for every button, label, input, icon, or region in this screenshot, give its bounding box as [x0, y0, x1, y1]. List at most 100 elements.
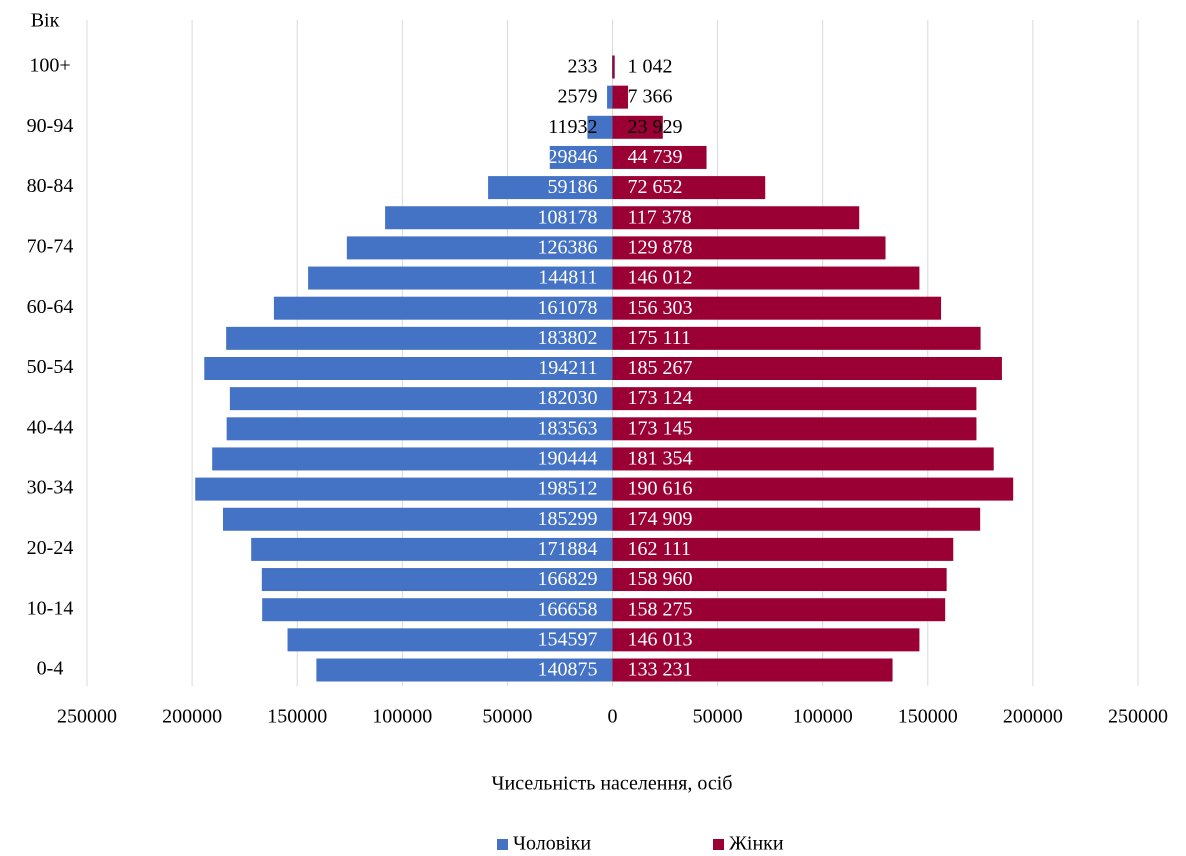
data-label: 233 [568, 56, 598, 78]
bar [212, 447, 613, 471]
y-tick-label: 0-4 [37, 658, 64, 680]
bar [612, 357, 1002, 380]
bar [612, 628, 920, 652]
data-label: 183563 [538, 417, 598, 439]
data-label: 23 929 [628, 116, 683, 138]
x-tick-label: 0 [608, 706, 618, 728]
bar [226, 417, 613, 441]
bar [612, 658, 893, 682]
bar [308, 266, 613, 290]
x-tick-label: 250000 [57, 706, 117, 728]
data-label: 59186 [548, 176, 598, 198]
data-label: 44 739 [628, 146, 683, 168]
data-label: 161078 [538, 297, 598, 319]
legend-swatch [497, 839, 508, 850]
data-label: 190444 [538, 448, 598, 470]
bar [612, 447, 994, 471]
y-axis-title: Вік [31, 10, 60, 32]
bar [273, 296, 613, 320]
data-label: 108178 [538, 206, 598, 228]
data-label: 166658 [538, 598, 598, 620]
y-tick-label: 90-94 [27, 115, 74, 137]
bar [204, 357, 613, 380]
bar [262, 598, 613, 622]
bar [385, 206, 613, 230]
bar [607, 85, 613, 109]
bar [612, 236, 886, 260]
data-label: 146 013 [628, 628, 693, 650]
y-tick-label: 50-54 [27, 356, 74, 378]
data-label: 185299 [538, 508, 598, 530]
data-label: 190 616 [628, 478, 693, 500]
bar [612, 568, 947, 592]
bar [587, 115, 613, 139]
y-tick-label: 30-34 [27, 477, 74, 499]
y-tick-label: 10-14 [27, 597, 74, 619]
data-label: 72 652 [628, 176, 683, 198]
x-tick-label: 100000 [372, 706, 432, 728]
y-tick-label: 70-74 [27, 235, 74, 257]
bar [612, 417, 977, 441]
bar [549, 145, 613, 169]
bar [261, 568, 613, 592]
data-label: 183802 [538, 327, 598, 349]
bar [612, 507, 981, 531]
x-tick-label: 150000 [898, 706, 958, 728]
bar [612, 537, 954, 561]
x-tick-label: 150000 [267, 706, 327, 728]
bar [488, 176, 613, 200]
data-label: 185 267 [628, 357, 693, 379]
data-label: 174 909 [628, 508, 693, 530]
y-tick-label: 60-64 [27, 296, 74, 318]
bar [316, 658, 613, 682]
data-label: 166829 [538, 568, 598, 590]
data-label: 129 878 [628, 236, 693, 258]
data-label: 140875 [538, 659, 598, 681]
y-tick-label: 40-44 [27, 416, 74, 438]
data-label: 173 124 [628, 387, 693, 409]
data-label: 1 042 [628, 56, 673, 78]
data-label: 126386 [538, 236, 598, 258]
bar [229, 387, 613, 411]
data-label: 2579 [558, 86, 598, 108]
data-label: 182030 [538, 387, 598, 409]
bar [612, 477, 1014, 501]
data-label: 158 960 [628, 568, 693, 590]
bar [226, 326, 613, 350]
bar [612, 115, 663, 139]
x-tick-label: 50000 [693, 706, 743, 728]
legend-label: Чоловіки [513, 833, 591, 855]
data-label: 133 231 [628, 659, 693, 681]
x-tick-label: 200000 [162, 706, 222, 728]
data-label: 117 378 [628, 206, 692, 228]
bar [612, 326, 981, 350]
bar [612, 266, 920, 290]
y-tick-label: 20-24 [27, 537, 74, 559]
legend-swatch [713, 839, 724, 850]
data-label: 154597 [538, 628, 598, 650]
bar [223, 507, 613, 531]
bar [612, 206, 860, 230]
data-label: 162 111 [628, 538, 692, 560]
data-label: 198512 [538, 478, 598, 500]
data-label: 156 303 [628, 297, 693, 319]
y-tick-label: 80-84 [27, 175, 74, 197]
bar [612, 55, 615, 79]
data-label: 194211 [538, 357, 597, 379]
data-label: 144811 [538, 267, 597, 289]
bar [346, 236, 613, 260]
bar [612, 598, 946, 622]
data-label: 7 366 [628, 86, 673, 108]
bar [612, 176, 766, 200]
data-label: 173 145 [628, 417, 693, 439]
bar [612, 145, 707, 169]
y-tick-label: 100+ [29, 55, 70, 77]
bar [195, 477, 613, 501]
data-label: 171884 [538, 538, 598, 560]
bar [612, 296, 942, 320]
x-tick-label: 200000 [1003, 706, 1063, 728]
bar [612, 387, 977, 411]
bar [287, 628, 613, 652]
